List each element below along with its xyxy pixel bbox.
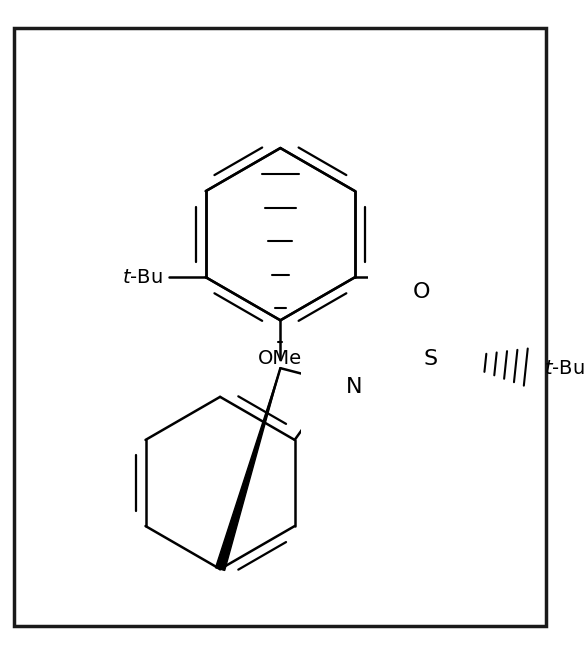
FancyBboxPatch shape	[307, 369, 421, 409]
Text: N: N	[346, 377, 362, 397]
Text: O: O	[413, 282, 430, 301]
Text: $t$-Bu: $t$-Bu	[398, 267, 438, 286]
Polygon shape	[216, 368, 280, 570]
Text: P(1-Ad)$_2$: P(1-Ad)$_2$	[323, 381, 405, 404]
Text: $t$-Bu: $t$-Bu	[122, 267, 163, 286]
Text: Me: Me	[346, 351, 371, 369]
Text: S: S	[424, 349, 438, 369]
Text: $t$-Bu: $t$-Bu	[544, 358, 584, 377]
Text: OMe: OMe	[258, 349, 302, 368]
